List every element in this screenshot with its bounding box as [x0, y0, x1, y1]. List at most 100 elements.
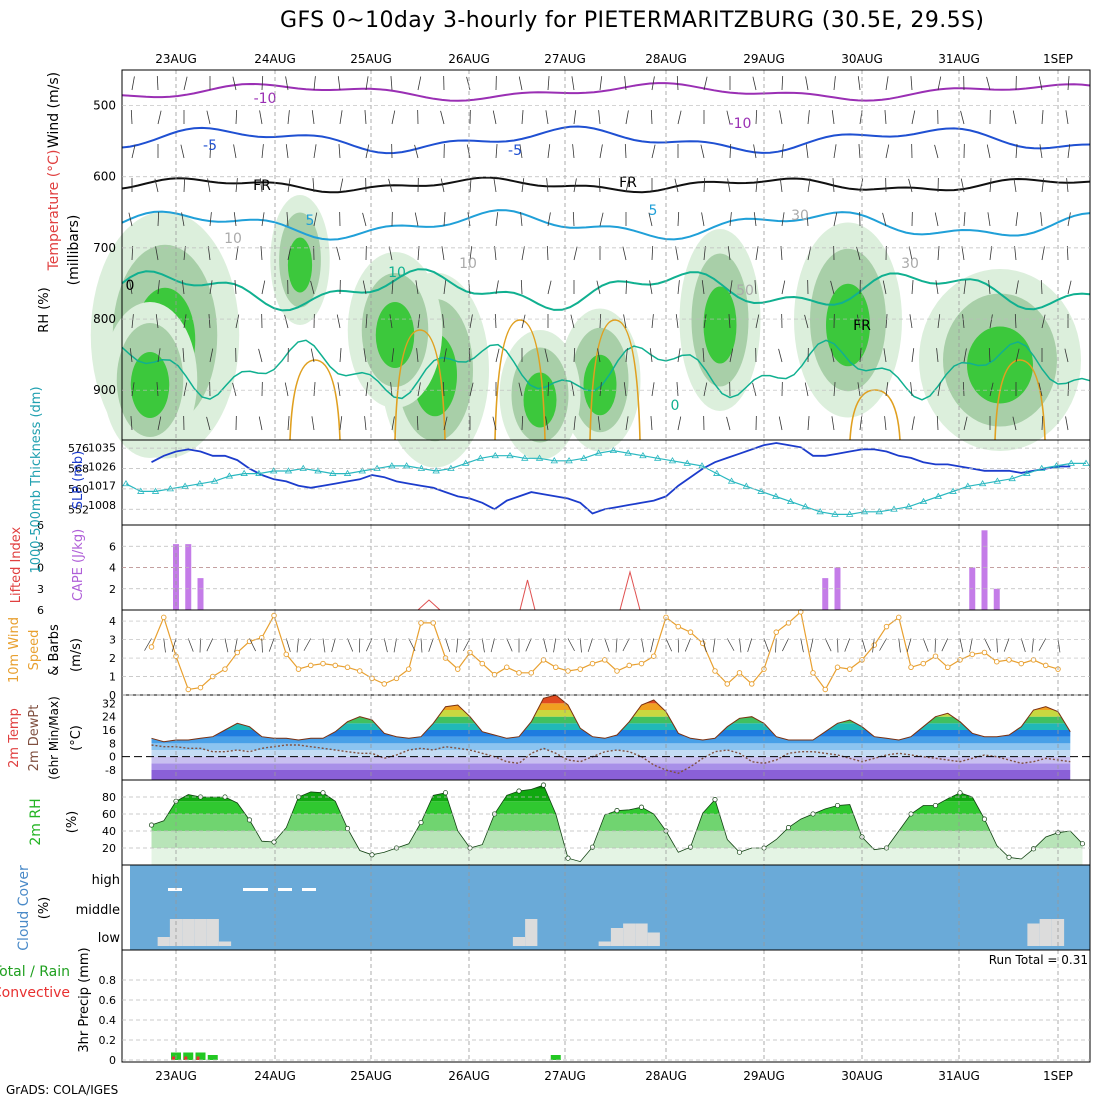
upper-wind-barb — [1065, 416, 1069, 431]
upper-wind-barb — [390, 382, 393, 397]
upper-wind-barb — [650, 110, 653, 125]
upper-wind-barb — [885, 144, 890, 159]
wind-speed-point — [577, 666, 584, 672]
panel-frame-slp — [121, 439, 1091, 526]
wind-speed-point — [283, 651, 290, 658]
wind-speed-point — [822, 686, 829, 693]
upper-wind-barb — [752, 76, 757, 91]
thickness-point — [535, 454, 544, 461]
thickness-point — [196, 479, 204, 487]
thickness-point — [225, 472, 234, 479]
cloud-level-label: high — [92, 873, 120, 888]
upper-wind-barb — [727, 178, 731, 193]
page-title: GFS 0~10day 3-hourly for PIETERMARITZBUR… — [280, 8, 985, 33]
temp-tick-label: 16 — [102, 724, 116, 737]
upper-wind-barb — [391, 348, 395, 363]
ylabel-cloud-cover: Cloud Cover — [16, 865, 32, 951]
upper-wind-barb — [521, 178, 525, 193]
upper-wind-barb — [1040, 212, 1043, 227]
upper-wind-barb — [416, 348, 419, 363]
upper-wind-barb — [336, 246, 341, 261]
upper-wind-barb — [131, 76, 135, 91]
upper-wind-barb — [443, 212, 446, 227]
thickness-point — [801, 502, 810, 510]
thickness-point — [1037, 464, 1046, 471]
upper-wind-barb — [206, 416, 211, 431]
contour-label: 5 — [649, 203, 658, 219]
upper-wind-barb — [1041, 178, 1045, 193]
upper-wind-barb — [1014, 314, 1017, 329]
upper-wind-barb — [1015, 144, 1018, 159]
upper-wind-barb — [284, 382, 289, 397]
cape-bar — [993, 588, 1000, 610]
upper-wind-barb — [650, 416, 653, 431]
upper-wind-barb — [495, 144, 498, 159]
rh-point — [589, 844, 596, 850]
upper-wind-barb — [729, 144, 732, 159]
upper-wind-barb — [597, 416, 601, 431]
upper-wind-barb — [675, 246, 679, 261]
upper-wind-barb — [908, 178, 913, 193]
upper-wind-barb — [936, 416, 939, 431]
upper-wind-barb — [414, 144, 419, 159]
high-cloud-bar — [243, 888, 268, 891]
thickness-point — [181, 482, 189, 489]
thickness-point — [964, 482, 972, 489]
rh-point — [957, 790, 963, 796]
upper-wind-barb — [989, 382, 994, 397]
wind-barb — [1031, 638, 1034, 653]
thickness-point — [890, 505, 898, 512]
upper-wind-barb — [310, 348, 315, 363]
upper-wind-barb — [233, 144, 237, 159]
upper-wind-barb — [858, 144, 861, 159]
upper-wind-barb — [155, 314, 159, 329]
thickness-point — [786, 497, 795, 505]
upper-wind-barb — [235, 178, 238, 193]
upper-wind-barb — [157, 110, 162, 125]
upper-wind-barb — [495, 212, 499, 227]
temp-band — [151, 750, 1071, 757]
wind-barb — [456, 638, 459, 653]
thickness-point — [506, 451, 514, 459]
upper-wind-barb — [649, 280, 653, 295]
upper-wind-barb — [963, 280, 967, 295]
upper-wind-barb — [286, 212, 289, 227]
wind-barb — [775, 638, 777, 653]
upper-wind-barb — [311, 110, 315, 125]
date-label-top: 1SEP — [1043, 52, 1073, 66]
wind-barb — [747, 638, 753, 652]
wind-speed-point — [185, 686, 191, 693]
rh-tick-label: 60 — [102, 808, 116, 821]
upper-wind-barb — [545, 416, 549, 431]
thickness-point — [314, 467, 322, 474]
cape-bar — [185, 544, 192, 610]
upper-wind-barb — [183, 246, 186, 261]
upper-wind-barb — [492, 110, 497, 125]
rh-point — [540, 782, 547, 788]
upper-wind-barb — [832, 178, 835, 193]
contour-label: FR — [253, 178, 271, 194]
upper-wind-barb — [417, 314, 421, 329]
thickness-point — [949, 487, 957, 494]
contour-label: 5 — [306, 213, 315, 229]
date-label-bottom: 23AUG — [155, 1069, 197, 1083]
li-trace — [417, 599, 441, 611]
warm-contour — [394, 329, 446, 441]
wind-barb — [206, 638, 214, 652]
upper-wind-barb — [154, 178, 159, 193]
rh-bands — [151, 785, 1083, 865]
upper-wind-barb — [727, 246, 731, 261]
wind-speed-point — [320, 660, 326, 667]
wind-barb — [809, 638, 814, 653]
upper-wind-barb — [234, 280, 237, 295]
upper-wind-barb — [572, 144, 575, 159]
wind-barb — [1003, 638, 1010, 652]
upper-wind-barb — [831, 416, 835, 431]
contour-label: 30 — [901, 256, 919, 272]
rh-point — [369, 852, 375, 858]
upper-wind-barb — [364, 110, 367, 125]
upper-wind-barb — [728, 314, 731, 329]
upper-wind-barb — [1067, 76, 1070, 91]
upper-tick-label: 700 — [93, 241, 116, 255]
upper-wind-barb — [781, 280, 786, 295]
